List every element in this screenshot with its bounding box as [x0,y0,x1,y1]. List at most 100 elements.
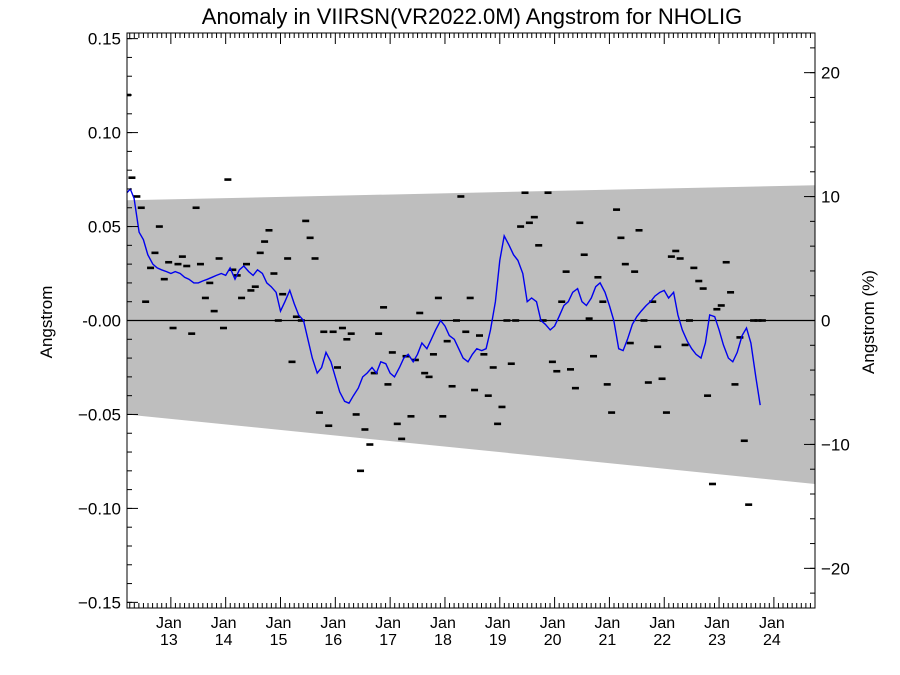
data-point [667,255,675,258]
data-point [338,326,346,330]
x-tick-label-year: 16 [324,632,342,649]
data-point [754,319,762,322]
data-point [325,424,333,428]
data-point [256,251,264,255]
x-tick-label-month: Jan [211,615,237,632]
x-tick-label-month: Jan [704,615,730,632]
chart-title: Anomaly in VIIRSN(VR2022.0M) Angstrom fo… [202,4,742,29]
data-point [750,319,758,322]
y-tick-label-right: 10 [821,188,840,207]
x-tick-label-month: Jan [266,615,292,632]
data-point [398,437,406,441]
data-point [736,336,744,339]
data-point [270,272,278,275]
data-point [320,330,328,334]
data-point [530,215,538,219]
data-point [644,381,652,384]
data-point [261,240,269,243]
y-axis-label-right: Angstrom (%) [859,270,878,374]
data-point [740,439,748,443]
data-point [731,383,739,386]
data-point [192,206,200,210]
data-point [690,266,698,270]
x-tick-label-month: Jan [156,615,182,632]
x-tick-label-year: 23 [708,632,726,649]
data-point [196,262,204,266]
data-point [380,306,388,309]
data-point [640,319,648,322]
y-tick-label-right: −10 [821,435,850,454]
data-point [521,191,529,195]
data-point [475,334,483,337]
data-point [727,291,735,294]
x-tick-label-year: 14 [215,632,233,649]
y-tick-label-right: −20 [821,559,850,578]
data-point [388,351,396,354]
data-point [621,262,629,266]
x-tick-label-month: Jan [649,615,675,632]
data-point [590,354,598,358]
data-point [562,270,570,273]
data-point [722,260,730,264]
data-point [165,260,173,264]
y-tick-label-left: −0.15 [78,593,121,612]
data-point [462,330,470,334]
data-point [535,244,543,247]
uncertainty-band [127,185,815,484]
running-mean-line [127,187,761,406]
data-point [251,285,259,288]
data-point [425,375,433,379]
x-tick-label-year: 13 [160,632,178,649]
data-point [452,319,460,322]
data-point [553,369,561,373]
y-tick-label-left: 0.15 [88,30,121,49]
data-point [466,296,474,300]
data-point [361,428,369,431]
data-point [695,279,703,283]
data-point [393,422,401,426]
data-point [517,225,525,228]
x-tick-label-year: 18 [434,632,452,649]
data-point [662,411,670,414]
data-point [443,339,451,343]
data-point [284,257,292,260]
data-point [503,319,511,322]
data-point [128,176,136,179]
data-point [288,360,296,364]
data-point [306,236,314,240]
data-point [448,384,456,388]
data-point [407,415,415,418]
x-tick-label-month: Jan [485,615,511,632]
data-point [155,225,163,228]
data-point [658,377,666,381]
data-point [507,362,515,366]
x-tick-label-month: Jan [320,615,346,632]
data-point [676,257,684,260]
data-point [384,383,392,386]
data-point [649,300,657,304]
data-point [599,300,607,304]
data-point [243,262,251,266]
data-point [745,503,753,506]
data-point [608,411,616,414]
data-point [265,229,273,232]
data-point [548,360,556,364]
data-point [224,178,232,181]
data-point [626,341,634,345]
data-point [178,255,186,258]
data-point [334,366,342,369]
data-point [366,443,374,446]
x-tick-label-month: Jan [759,615,785,632]
y-tick-label-left: -0.00 [82,312,121,331]
x-tick-label-month: Jan [430,615,456,632]
y-axis-label-left: Angstrom [37,286,56,359]
x-tick-label-year: 21 [599,632,617,649]
data-point [375,332,383,335]
data-point [576,221,584,225]
y-tick-label-left: −0.05 [78,405,121,424]
data-point [439,415,447,418]
data-point [370,371,378,375]
data-point [201,296,209,300]
data-point [411,358,419,362]
